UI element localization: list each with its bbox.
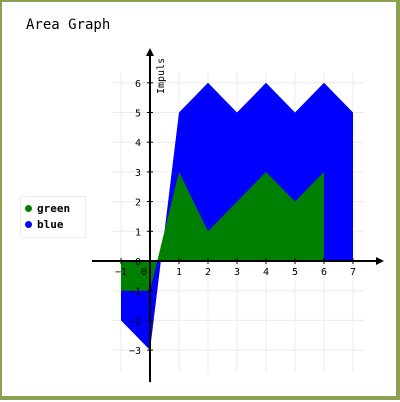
x-tick-label: −1 <box>115 267 127 278</box>
legend-swatch-blue <box>25 220 32 228</box>
y-axis-label: Impuls <box>156 58 167 94</box>
y-tick-label: 0 <box>135 257 141 268</box>
x-tick-label: 6 <box>321 267 327 278</box>
y-axis-arrow <box>146 48 154 56</box>
legend-item-blue: blue <box>25 217 64 231</box>
legend-label-blue: blue <box>37 217 64 231</box>
y-tick-label: 5 <box>135 109 141 120</box>
y-tick-label: 2 <box>135 198 141 209</box>
y-tick-label: 6 <box>135 79 141 90</box>
y-tick-label: 4 <box>135 138 141 149</box>
legend: green blue <box>20 196 86 238</box>
x-axis-arrow <box>376 257 384 265</box>
y-tick-label: −1 <box>129 287 141 298</box>
x-tick-label: 0 <box>141 267 147 278</box>
y-tick-label: −2 <box>129 316 141 327</box>
legend-label-green: green <box>37 201 71 215</box>
x-tick-label: 4 <box>263 267 269 278</box>
y-tick-label: −3 <box>129 346 141 357</box>
legend-swatch-green <box>25 204 32 212</box>
x-tick-label: 1 <box>176 267 182 278</box>
x-tick-label: 2 <box>205 267 211 278</box>
y-tick-label: 3 <box>135 168 141 179</box>
legend-item-green: green <box>25 201 70 215</box>
x-tick-label: 3 <box>234 267 240 278</box>
y-tick-label: 1 <box>135 227 141 238</box>
x-tick-label: 5 <box>292 267 298 278</box>
chart-title: Area Graph <box>26 17 111 33</box>
x-tick-label: 7 <box>350 267 356 278</box>
